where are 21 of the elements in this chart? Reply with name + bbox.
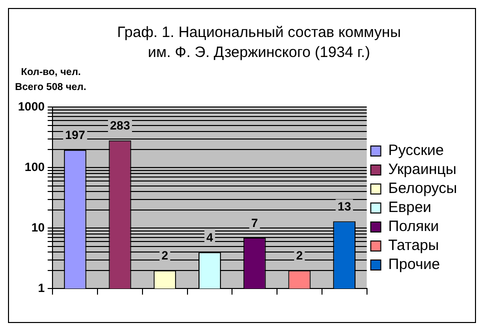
data-label: 283: [110, 118, 130, 133]
data-label: 7: [251, 216, 258, 230]
legend-label: Русские: [388, 142, 444, 160]
data-label: 13: [338, 200, 352, 214]
y-tick-label: 10: [31, 220, 46, 234]
y-axis-title: Кол-во, чел.: [21, 67, 81, 78]
legend-label: Татары: [388, 237, 439, 254]
data-label: 2: [162, 248, 169, 263]
data-label: 197: [65, 128, 86, 142]
legend-label: Белорусы: [388, 180, 458, 198]
text: Всего 508 чел.: [15, 82, 86, 93]
y-tick-label: 100: [24, 160, 46, 174]
legend-label: Прочие: [388, 256, 440, 274]
y-tick-label: 1: [38, 280, 46, 295]
y-tick-label: 1000: [18, 100, 46, 114]
chart-title: Граф. 1. Национальный состав коммуны им. Ф. Э. Дзержинского (1934 г.): [116, 23, 402, 63]
data-label: 4: [206, 230, 214, 245]
legend-label: Поляки: [388, 218, 439, 236]
data-label: 2: [296, 248, 304, 263]
legend-label: Евреи: [388, 199, 432, 216]
legend-label: Украинцы: [388, 161, 456, 178]
